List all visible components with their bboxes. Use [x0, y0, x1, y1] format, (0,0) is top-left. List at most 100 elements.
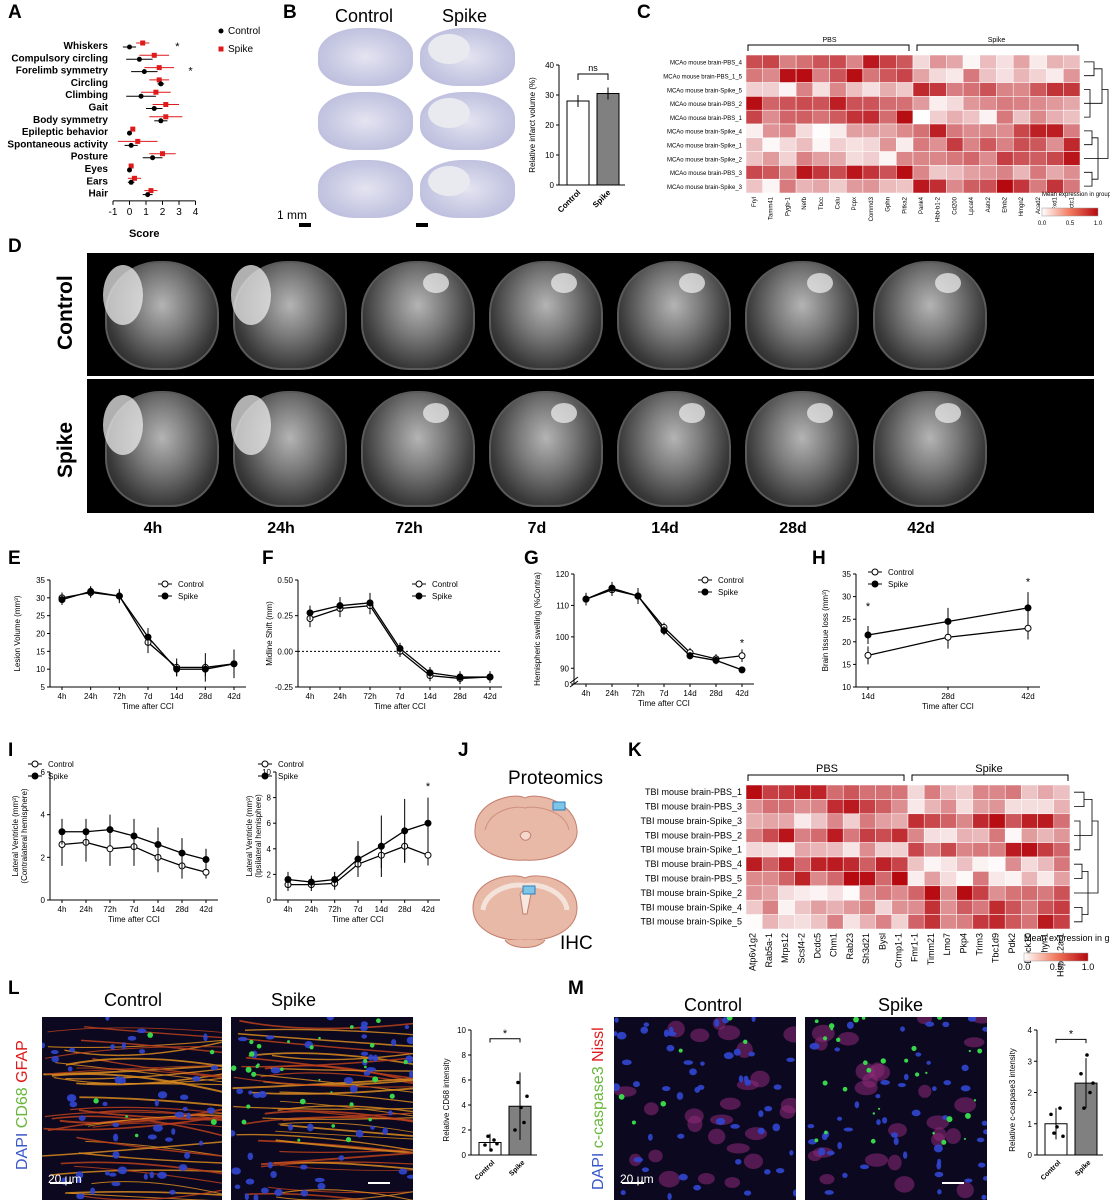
green-signal	[946, 1116, 953, 1123]
heatmap-cell	[761, 885, 779, 901]
green-signal	[349, 1102, 354, 1107]
dapi-nucleus	[234, 1184, 241, 1190]
panel-a-category-label: Hair	[89, 189, 109, 200]
line-chart-sig-mark: *	[740, 637, 745, 649]
dapi-nucleus	[981, 1194, 987, 1200]
heatmap-cell	[1046, 178, 1064, 194]
line-chart-ytick-label: 2	[41, 853, 46, 862]
dapi-nucleus	[854, 1101, 860, 1109]
heatmap-cell	[794, 784, 812, 800]
mri-slice	[231, 261, 347, 370]
panel-label-a: A	[8, 2, 22, 23]
infarct-region	[428, 166, 470, 196]
nissl-cell	[945, 1128, 961, 1145]
dapi-nucleus	[733, 1048, 741, 1056]
dapi-nucleus	[772, 1123, 781, 1132]
mri-lesion	[423, 403, 449, 423]
stain-cd68: CD68	[14, 1087, 31, 1129]
gfap-fiber	[270, 1067, 413, 1072]
line-chart-xtick-label: 14d	[683, 689, 696, 698]
heatmap-cell	[862, 68, 880, 83]
small-bar-ytick-label: 2	[1028, 1089, 1033, 1098]
heatmap-cell	[812, 96, 830, 111]
panel-b-col-spike: Spike	[442, 6, 488, 26]
heatmap-cell	[745, 165, 763, 180]
heatmap-cell	[1021, 914, 1038, 930]
heatmap-cell	[778, 885, 795, 901]
green-signal	[822, 1080, 828, 1086]
dapi-nucleus	[932, 1086, 937, 1092]
gfap-fiber	[241, 1057, 413, 1068]
heatmap-cell	[912, 82, 930, 97]
small-bar-ytick-label: 6	[462, 1076, 467, 1085]
green-signal	[937, 1017, 943, 1020]
dapi-nucleus	[633, 1157, 644, 1163]
dapi-nucleus	[900, 1026, 905, 1032]
heatmap-cell	[761, 914, 779, 930]
dapi-nucleus	[911, 1109, 921, 1117]
brain-slice	[318, 28, 413, 86]
dapi-nucleus	[368, 1054, 374, 1061]
dapi-nucleus	[143, 1173, 148, 1180]
heatmap-cell	[1063, 178, 1081, 194]
heatmap-cell	[1021, 784, 1038, 800]
heatmap-cell	[1063, 165, 1081, 180]
green-signal	[743, 1039, 748, 1045]
line-chart-ytick-label: 0.00	[277, 647, 293, 656]
dapi-nucleus	[210, 1065, 218, 1071]
heatmap-cell	[1063, 137, 1081, 152]
nissl-cell	[811, 1024, 835, 1042]
heatmap-cell	[923, 784, 941, 800]
heatmap-col-label: Lmo7	[942, 933, 952, 956]
mri-slice	[361, 391, 475, 507]
heatmap-cell	[988, 799, 1006, 815]
dapi-nucleus	[903, 1073, 909, 1081]
stain-gfap: GFAP	[14, 1040, 31, 1083]
heatmap-cell	[896, 178, 914, 194]
brain-slice	[318, 160, 413, 218]
heatmap-row-label: MCAo mouse brain-PBS_1	[670, 116, 743, 122]
panel-l-scale-label: 20 μm	[48, 1172, 82, 1186]
heatmap-row-label: TBI mouse brain-Spike_1	[640, 845, 742, 855]
heatmap-cell	[845, 123, 864, 139]
panel-i-right-line-chart: 0 2 4 6 8 10 4h 24h 72h 7d 14d 28d 42d Time after CCI…	[245, 760, 440, 924]
green-signal	[209, 1049, 215, 1055]
heatmap-group-bracket	[747, 774, 905, 781]
dapi-nucleus	[317, 1182, 326, 1190]
legend-spike-label: Spike	[48, 772, 69, 781]
green-signal	[246, 1104, 251, 1109]
heatmap-cell	[956, 899, 974, 915]
dapi-nucleus	[666, 1031, 677, 1037]
panel-a-control-point	[127, 167, 132, 173]
heatmap-cell	[1046, 109, 1064, 125]
panel-a-control-point	[127, 130, 132, 136]
dapi-nucleus	[614, 1031, 618, 1036]
heatmap-cell	[1037, 784, 1055, 800]
control-series-point	[738, 652, 746, 660]
gfap-fiber	[76, 1073, 222, 1086]
panel-a-spike-point	[130, 126, 136, 132]
heatmap-cell	[946, 151, 964, 166]
heatmap-cell	[794, 856, 812, 872]
heatmap-col-label: Timm21	[926, 933, 936, 965]
line-chart-ytick-label: 15	[36, 647, 45, 656]
dapi-nucleus	[388, 1110, 393, 1116]
heatmap-cell	[794, 799, 812, 815]
panel-l-control-micrograph	[42, 1017, 222, 1200]
line-chart-ytick-label: 100	[556, 633, 570, 642]
mri-lesion	[807, 403, 833, 423]
green-signal	[932, 1131, 935, 1135]
green-signal	[631, 1120, 636, 1125]
line-chart-xtick-label: 72h	[363, 692, 376, 701]
heatmap-row-label: TBI mouse brain-Spike_4	[640, 902, 742, 912]
line-chart-xtick-label: 14d	[170, 692, 183, 701]
green-signal	[134, 1133, 139, 1138]
legend-control-label: Control	[432, 580, 458, 589]
gfap-fiber	[239, 1019, 413, 1030]
dapi-nucleus	[409, 1070, 413, 1079]
mri-slice	[617, 261, 731, 370]
small-bar-datapoint	[1088, 1090, 1092, 1095]
heatmap-cell	[875, 813, 893, 829]
green-signal	[241, 1119, 247, 1125]
dapi-nucleus	[300, 1189, 308, 1197]
